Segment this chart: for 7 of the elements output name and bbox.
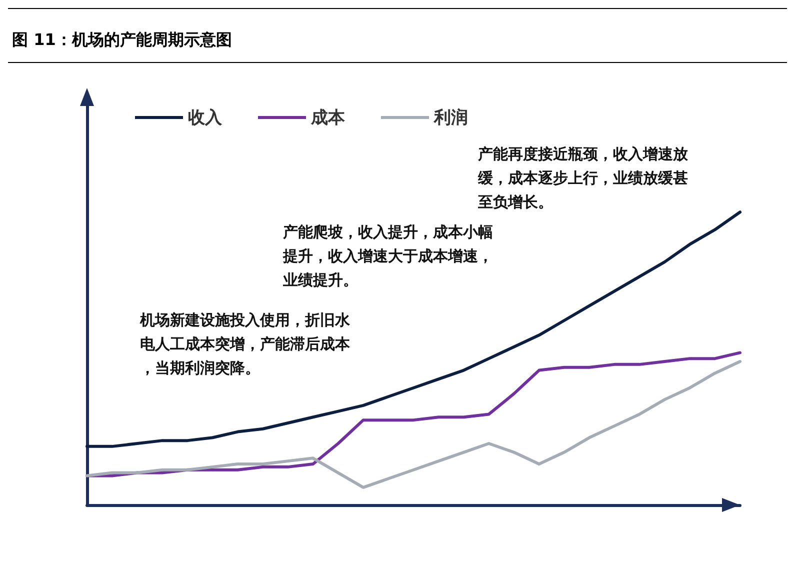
legend-label: 收入 [188,108,223,127]
annotation: 产能爬坡，收入提升，成本小幅提升，收入增速大于成本增速，业绩提升。 [282,223,493,289]
legend-label: 利润 [433,108,468,127]
legend-label: 成本 [310,108,346,127]
chart-title: 图 11：机场的产能周期示意图 [12,30,232,51]
annotation: 机场新建设施投入使用，折旧水电人工成本突增，产能滞后成本，当期利润突降。 [139,311,351,377]
text: 产能再度接近瓶颈，收入增速放缓，成本逐步上行，业绩放缓甚至负增长。 [477,145,689,211]
